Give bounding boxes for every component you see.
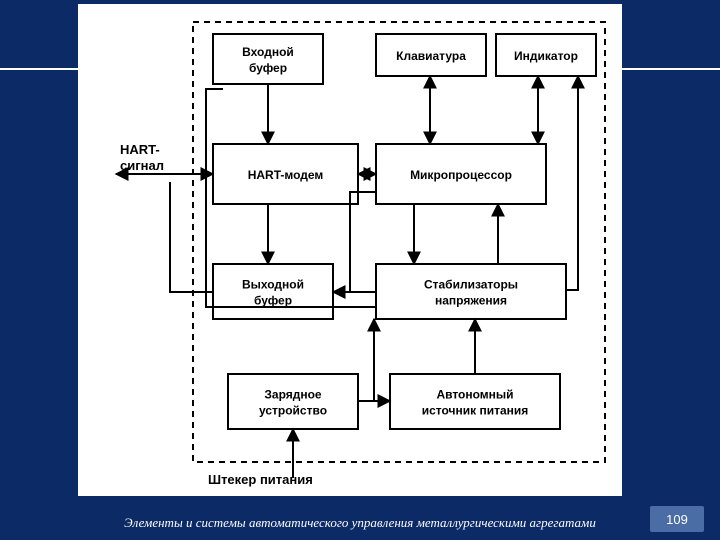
edge: [566, 76, 578, 290]
node-label: Стабилизаторы: [424, 278, 518, 292]
node-label: источник питания: [422, 404, 529, 418]
node-label: устройство: [259, 404, 327, 418]
block-diagram: Входной буфер Клавиатура Индикатор HART-моде…: [78, 4, 622, 496]
label-hart-signal: HART-: [120, 142, 160, 157]
edge: [350, 192, 376, 292]
page-number-badge: 109: [650, 506, 704, 532]
slide: Входной буфер Клавиатура Индикатор HART-моде…: [0, 0, 720, 540]
node-psu: [390, 374, 560, 429]
node-label: Микропроцессор: [410, 168, 512, 182]
node-label: буфер: [254, 294, 292, 308]
node-vreg: [376, 264, 566, 319]
label-power-plug: Штекер питания: [208, 472, 313, 487]
node-label: Зарядное: [264, 388, 322, 402]
footer-caption: Элементы и системы автоматического управ…: [0, 515, 720, 531]
page-number: 109: [666, 512, 688, 527]
node-label: Клавиатура: [396, 49, 466, 63]
node-label: Входной: [242, 45, 294, 59]
node-label: Индикатор: [514, 49, 578, 63]
node-label: HART-модем: [248, 168, 324, 182]
node-in_buf: [213, 34, 323, 84]
node-label: напряжения: [435, 294, 507, 308]
diagram-panel: Входной буфер Клавиатура Индикатор HART-моде…: [78, 4, 622, 496]
node-label: буфер: [249, 61, 287, 75]
node-charger: [228, 374, 358, 429]
edge: [358, 319, 374, 401]
footer: Элементы и системы автоматического управ…: [0, 506, 720, 540]
label-hart-signal-2: сигнал: [120, 158, 164, 173]
node-label: Автономный: [436, 388, 513, 402]
node-label: Выходной: [242, 278, 304, 292]
node-out_buf: [213, 264, 333, 319]
